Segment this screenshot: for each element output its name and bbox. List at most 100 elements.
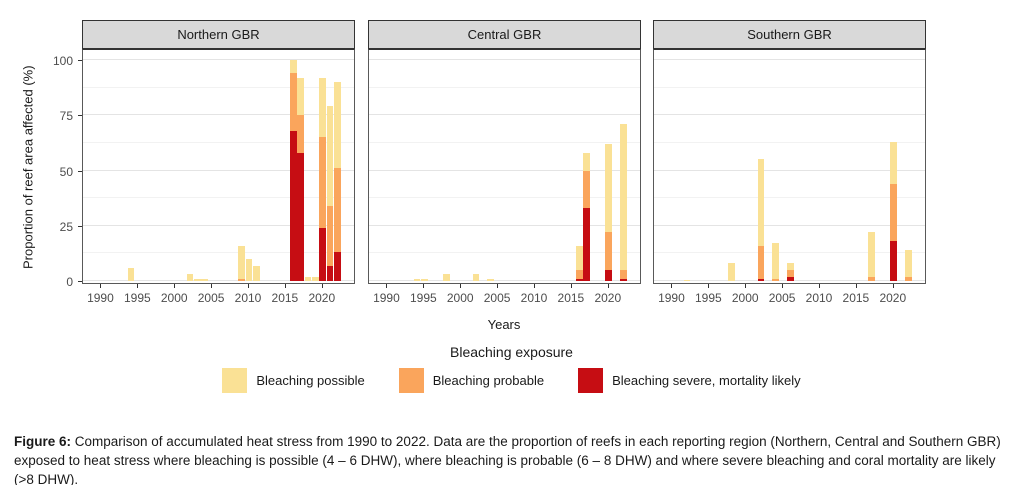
bar-segment-possible <box>312 276 319 281</box>
legend-swatch-probable <box>398 368 424 393</box>
gridline-major <box>369 280 640 281</box>
bar-segment-probable <box>297 115 304 153</box>
gridline-minor <box>83 252 354 254</box>
bar-group-2020 <box>890 141 898 281</box>
y-tick-mark <box>78 115 82 117</box>
x-tick-mark <box>460 284 462 288</box>
bar-segment-severe <box>575 278 583 281</box>
gridline-minor <box>654 197 925 199</box>
gridline-major <box>83 169 354 171</box>
facet-strip-northern-gbr: Northern GBR <box>82 20 355 49</box>
legend-item-severe: Bleaching severe, mortality likely <box>578 368 801 393</box>
bar-segment-severe <box>787 276 794 281</box>
bar-segment-possible <box>683 279 691 281</box>
bar-group-1995 <box>421 278 428 281</box>
bar-group-2018 <box>304 276 312 281</box>
figure-caption-label: Figure 6: <box>14 433 72 449</box>
bar-segment-possible <box>194 278 201 281</box>
bar-group-1994 <box>413 278 421 281</box>
gridline-minor <box>83 197 354 199</box>
gridline-minor <box>83 86 354 88</box>
bar-group-2017 <box>297 77 304 281</box>
bar-group-2017 <box>868 232 875 281</box>
x-tick-mark <box>321 284 323 288</box>
facet-panel-southern-gbr: Southern GBR 1990 1995 2000 2005 2010 2015 2020 <box>653 20 926 320</box>
gridline-minor <box>654 86 925 88</box>
bar-segment-possible <box>201 278 209 281</box>
gridline-major <box>83 59 354 60</box>
facet-title: Southern GBR <box>747 27 832 42</box>
facet-strip-central-gbr: Central GBR <box>368 20 641 49</box>
bar-segment-possible <box>487 278 495 281</box>
legend-swatch-possible <box>222 368 248 393</box>
bar-segment-possible <box>443 274 450 281</box>
gridline-minor <box>369 197 640 199</box>
x-axis-title: Years <box>487 317 521 332</box>
x-tick-mark <box>570 284 572 288</box>
bar-segment-severe <box>583 208 590 281</box>
bar-segment-possible <box>620 124 627 270</box>
x-tick-mark <box>211 284 213 288</box>
bar-segment-possible <box>728 263 735 281</box>
x-axis-labels: 1990 1995 2000 2005 2010 2015 2020 <box>653 291 926 307</box>
gridline-major <box>369 114 640 116</box>
bar-segment-possible <box>245 258 253 281</box>
x-tick-label: 1990 <box>87 291 114 305</box>
y-tick-mark <box>78 225 82 227</box>
bar-segment-probable <box>890 183 898 242</box>
bar-segment-probable <box>772 278 780 281</box>
plot-area-northern-gbr <box>82 49 355 284</box>
legend: Bleaching possible Bleaching probable Blea… <box>0 368 1023 393</box>
bar-segment-probable <box>319 137 327 228</box>
bar-segment-severe <box>334 252 341 281</box>
bar-group-2016 <box>575 245 583 281</box>
x-tick-label: 2005 <box>483 291 511 305</box>
x-axis-ticks <box>653 284 926 289</box>
legend-item-label: Bleaching severe, mortality likely <box>612 373 801 388</box>
bar-group-2002 <box>757 159 765 281</box>
bar-segment-probable <box>575 269 583 279</box>
bar-group-2009 <box>238 245 245 281</box>
x-tick-mark <box>100 284 102 288</box>
bar-segment-possible <box>326 106 334 206</box>
bar-segment-severe <box>297 152 304 281</box>
gridline-minor <box>369 141 640 143</box>
x-tick-label: 2020 <box>879 291 907 305</box>
bar-segment-probable <box>326 205 334 266</box>
gridline-minor <box>369 252 640 254</box>
bar-group-1998 <box>728 263 735 281</box>
x-tick-label: 2015 <box>842 291 870 305</box>
bar-group-2004 <box>201 278 209 281</box>
facet-strip-southern-gbr: Southern GBR <box>653 20 926 49</box>
x-tick-label: 2020 <box>308 291 336 305</box>
x-tick-label: 1995 <box>123 291 151 305</box>
x-tick-mark <box>248 284 249 288</box>
legend-item-label: Bleaching possible <box>256 373 365 388</box>
bar-group-2022 <box>905 250 912 281</box>
y-axis: 0 25 50 75 100 <box>0 50 82 289</box>
bar-segment-possible <box>575 245 583 270</box>
x-axis-ticks <box>82 284 355 289</box>
bar-group-2020 <box>605 144 613 281</box>
bar-segment-probable <box>238 278 245 281</box>
gridline-minor <box>83 141 354 143</box>
bar-group-2004 <box>772 243 780 281</box>
x-tick-mark <box>386 284 388 288</box>
facet-title: Northern GBR <box>177 27 260 42</box>
bar-segment-possible <box>253 265 260 281</box>
bar-segment-possible <box>413 278 421 281</box>
bar-segment-possible <box>238 245 245 279</box>
bar-group-2019 <box>312 276 319 281</box>
x-tick-mark <box>708 284 710 288</box>
legend-swatch-severe <box>578 368 604 393</box>
bar-group-2022 <box>334 82 341 281</box>
x-tick-mark <box>423 284 425 288</box>
x-tick-label: 2005 <box>197 291 225 305</box>
bar-segment-possible <box>772 243 780 279</box>
bar-segment-severe <box>757 278 765 281</box>
bar-segment-possible <box>297 77 304 116</box>
bar-segment-possible <box>757 159 765 246</box>
bar-segment-possible <box>319 77 327 138</box>
bar-segment-possible <box>304 276 312 281</box>
